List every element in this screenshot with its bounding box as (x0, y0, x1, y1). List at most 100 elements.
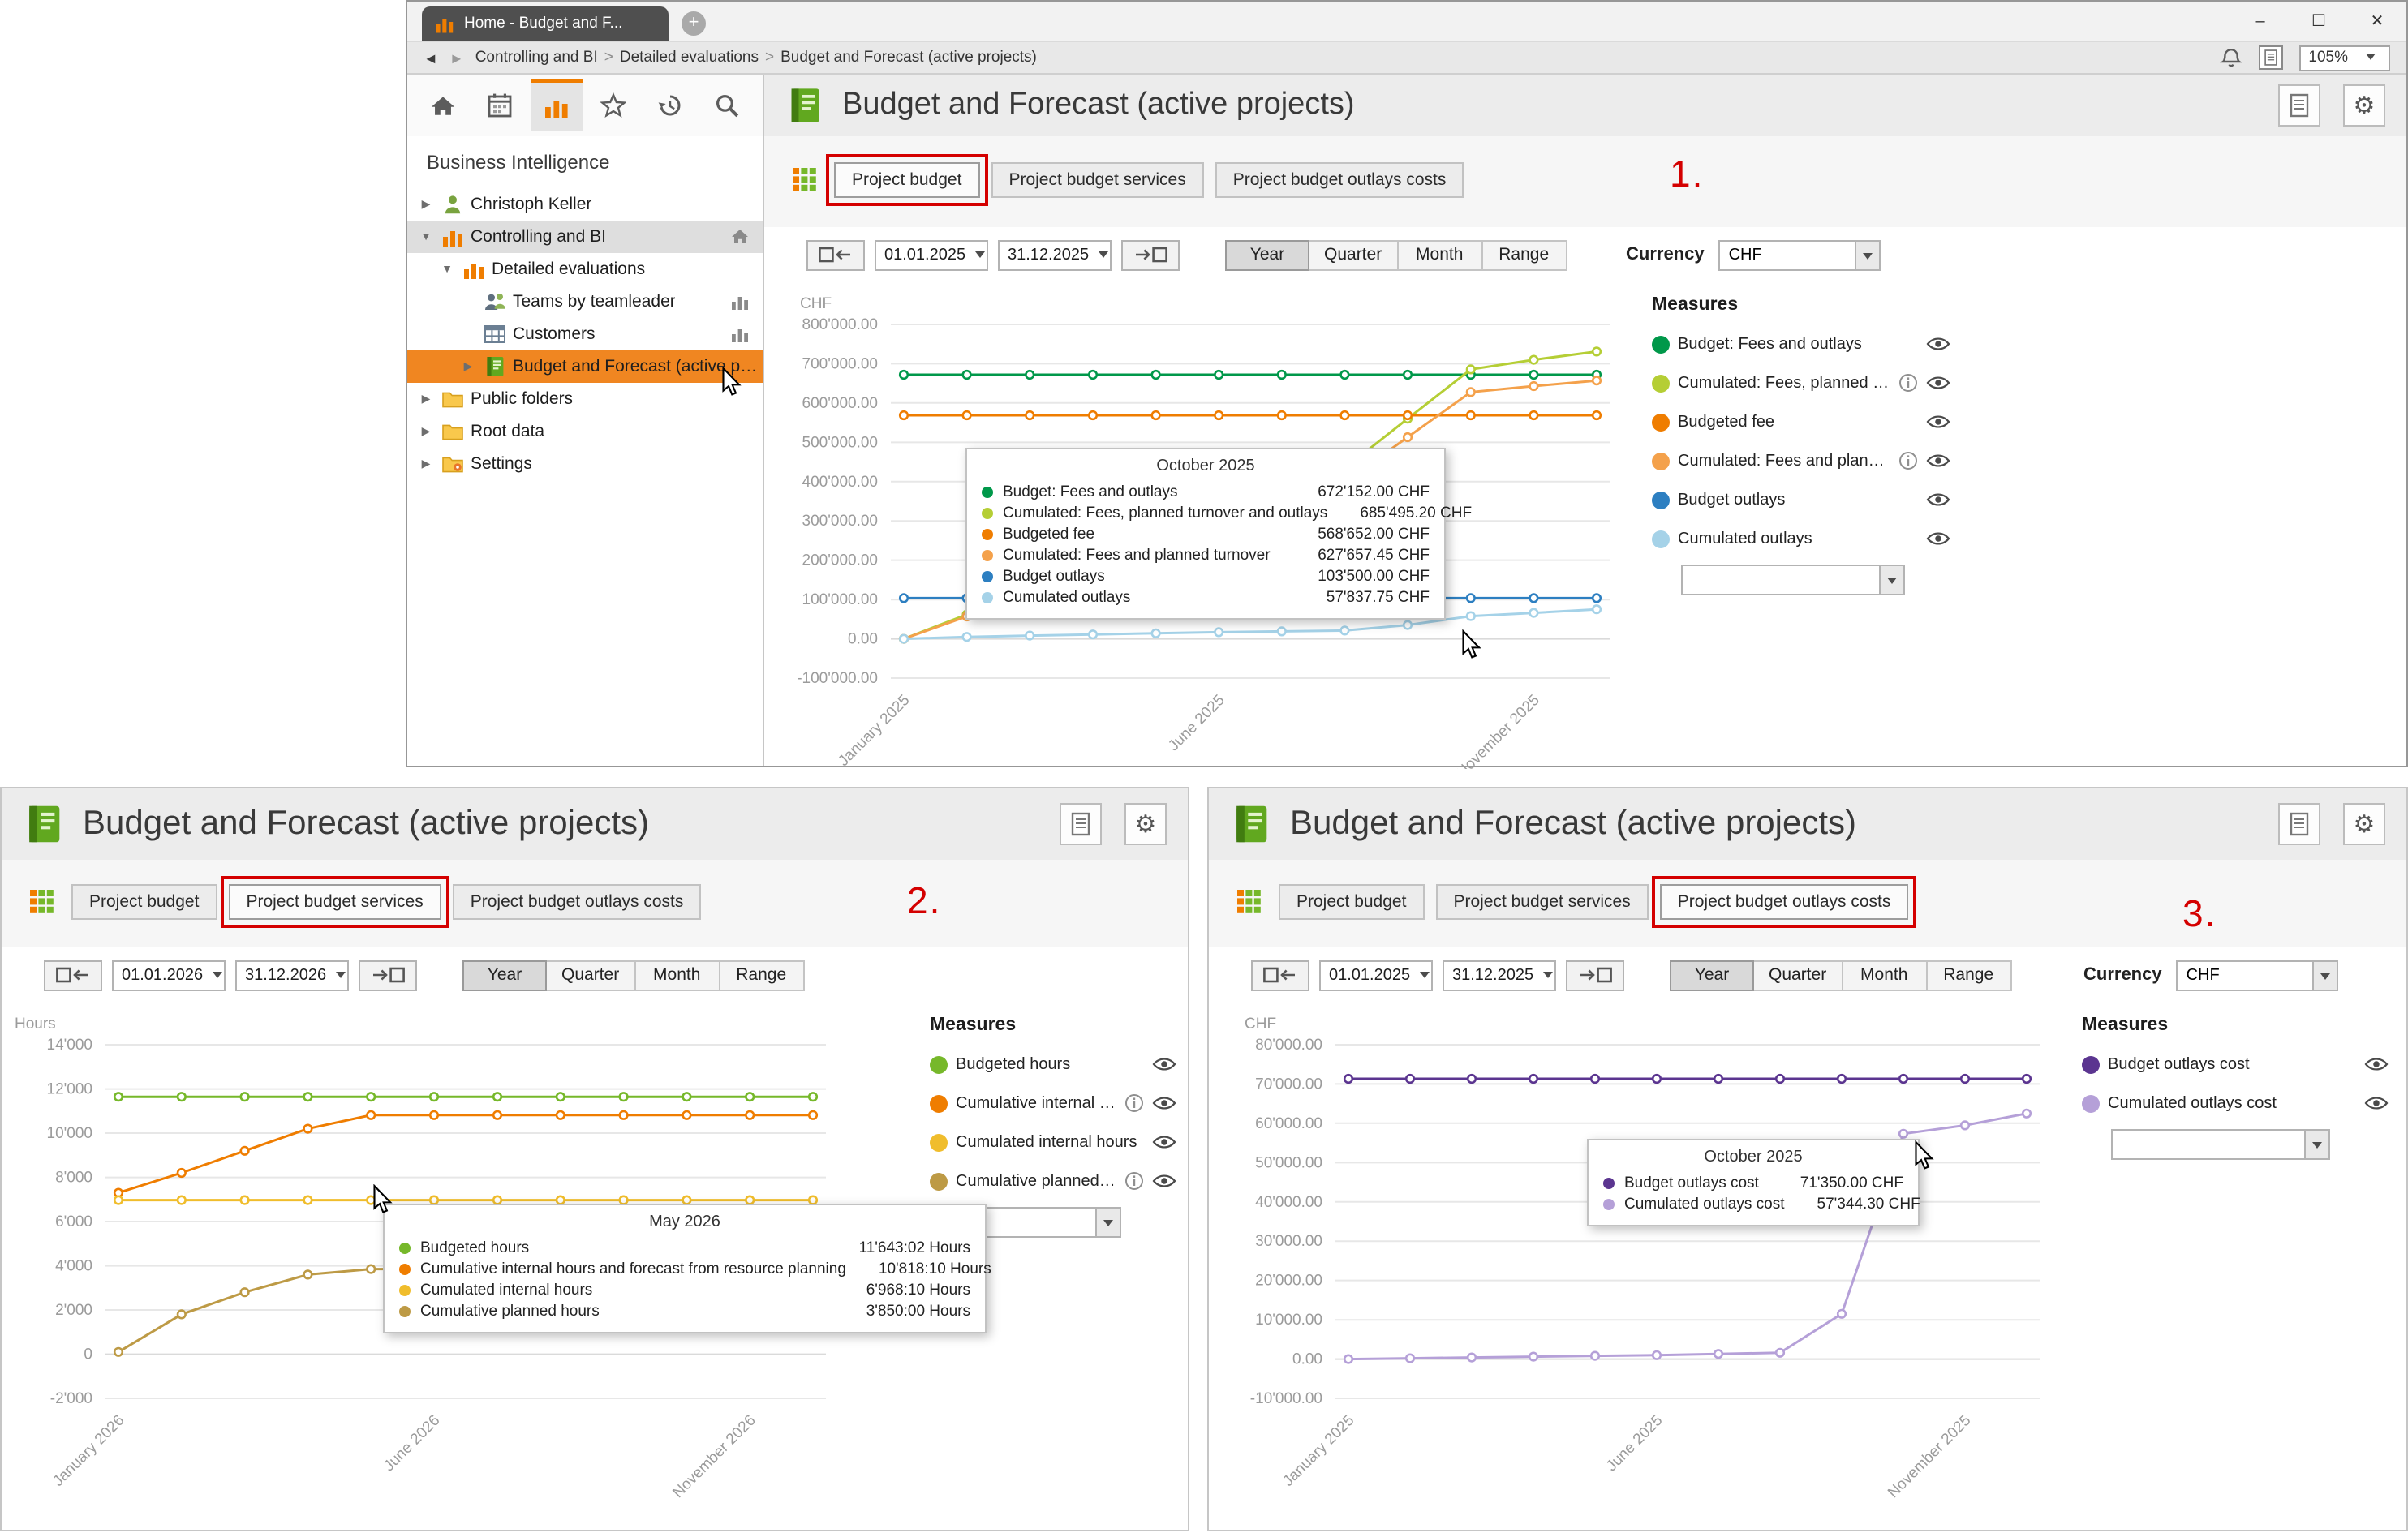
visibility-eye-icon[interactable] (1926, 375, 1950, 391)
visibility-eye-icon[interactable] (1926, 530, 1950, 547)
panel-toggle-button[interactable] (2258, 45, 2283, 70)
next-period-button[interactable] (1121, 239, 1180, 270)
maximize-button[interactable]: ☐ (2311, 12, 2326, 30)
previous-period-button[interactable] (806, 239, 865, 270)
currency-select[interactable]: CHF (2176, 960, 2339, 990)
tab-project-budget-services[interactable]: Project budget services (228, 884, 441, 920)
granularity-quarter-button[interactable]: Quarter (1309, 239, 1399, 270)
back-button[interactable]: ◄ (424, 49, 438, 66)
report-document-button[interactable] (2278, 84, 2320, 127)
granularity-year-button[interactable]: Year (1225, 239, 1309, 270)
tab-project-budget[interactable]: Project budget (1279, 884, 1425, 920)
granularity-year-button[interactable]: Year (1670, 960, 1754, 990)
add-measure-select[interactable] (1681, 565, 1905, 595)
toolbar-search-button[interactable] (701, 79, 753, 131)
date-to-field[interactable]: 31.12.2026 (235, 960, 349, 990)
visibility-eye-icon[interactable] (2364, 1095, 2389, 1111)
toolbar-chart-button[interactable] (531, 79, 583, 131)
expander-collapsed-icon[interactable]: ▶ (463, 362, 473, 373)
minimize-button[interactable]: – (2255, 12, 2265, 30)
expander-collapsed-icon[interactable]: ▶ (421, 427, 431, 438)
toolbar-home-button[interactable] (417, 79, 469, 131)
measure-grid-icon[interactable] (792, 167, 818, 193)
visibility-eye-icon[interactable] (1152, 1056, 1176, 1072)
visibility-eye-icon[interactable] (1152, 1134, 1176, 1150)
settings-gear-button[interactable]: ⚙ (1124, 803, 1167, 845)
app-tab[interactable]: Home - Budget and F... (422, 6, 669, 41)
visibility-eye-icon[interactable] (1152, 1173, 1176, 1189)
add-measure-select[interactable] (2111, 1129, 2330, 1160)
visibility-eye-icon[interactable] (1926, 453, 1950, 469)
granularity-month-button[interactable]: Month (1843, 960, 1928, 990)
currency-select[interactable]: CHF (1718, 239, 1881, 270)
tab-project-budget-outlays-costs[interactable]: Project budget outlays costs (1659, 884, 1909, 920)
visibility-eye-icon[interactable] (2364, 1056, 2389, 1072)
expander-collapsed-icon[interactable]: ▶ (421, 394, 431, 406)
date-to-field[interactable]: 31.12.2025 (1443, 960, 1556, 990)
svg-text:January 2026: January 2026 (49, 1412, 127, 1490)
tree-item-customers[interactable]: Customers (407, 318, 763, 350)
date-from-field[interactable]: 01.01.2025 (875, 239, 988, 270)
previous-period-button[interactable] (1251, 960, 1309, 990)
toolbar-history-button[interactable] (644, 79, 696, 131)
tab-project-budget-services[interactable]: Project budget services (991, 162, 1204, 198)
tree-item-detailed-evaluations[interactable]: ▼ Detailed evaluations (407, 253, 763, 286)
tree-item-budget-and-forecast-active-projects[interactable]: ▶ Budget and Forecast (active projects) (407, 350, 763, 383)
granularity-year-button[interactable]: Year (462, 960, 547, 990)
tree-item-root-data[interactable]: ▶ Root data (407, 415, 763, 448)
expander-collapsed-icon[interactable]: ▶ (421, 200, 431, 211)
visibility-eye-icon[interactable] (1152, 1095, 1176, 1111)
tab-project-budget[interactable]: Project budget (71, 884, 217, 920)
granularity-range-button[interactable]: Range (720, 960, 805, 990)
info-icon[interactable] (1124, 1171, 1144, 1191)
info-icon[interactable] (1898, 451, 1918, 470)
tree-item-teams-by-teamleader[interactable]: Teams by teamleader (407, 286, 763, 318)
close-button[interactable]: ✕ (2370, 12, 2384, 30)
expander-expanded-icon[interactable]: ▼ (441, 264, 453, 275)
toolbar-calendar-button[interactable] (474, 79, 526, 131)
breadcrumb-item-budget-and-forecast-active-projects[interactable]: Budget and Forecast (active projects) (780, 49, 1037, 67)
info-icon[interactable] (1124, 1093, 1144, 1113)
tree-item-public-folders[interactable]: ▶ Public folders (407, 383, 763, 415)
notifications-bell-icon[interactable] (2219, 46, 2242, 69)
visibility-eye-icon[interactable] (1926, 414, 1950, 430)
settings-gear-button[interactable]: ⚙ (2343, 84, 2385, 127)
tree-item-christoph-keller[interactable]: ▶ Christoph Keller (407, 188, 763, 221)
granularity-month-button[interactable]: Month (635, 960, 720, 990)
measure-grid-icon[interactable] (1236, 889, 1262, 915)
breadcrumb-item-controlling-and-bi[interactable]: Controlling and BI (475, 49, 598, 67)
tree-item-controlling-and-bi[interactable]: ▼ Controlling and BI (407, 221, 763, 253)
tab-project-budget-outlays-costs[interactable]: Project budget outlays costs (452, 884, 702, 920)
forward-button[interactable]: ► (449, 49, 464, 66)
granularity-buttons: Year Quarter Month Range (462, 960, 805, 990)
toolbar-star-button[interactable] (587, 79, 639, 131)
date-from-field[interactable]: 01.01.2025 (1319, 960, 1433, 990)
expander-collapsed-icon[interactable]: ▶ (421, 459, 431, 470)
tree-item-settings[interactable]: ▶ Settings (407, 448, 763, 480)
budget-forecast-outlays-chart[interactable]: 80'000.00 70'000.00 60'000.00 50'000.00 40'0… (1209, 1003, 2062, 1533)
expander-expanded-icon[interactable]: ▼ (420, 231, 432, 243)
settings-gear-button[interactable]: ⚙ (2343, 803, 2385, 845)
date-from-field[interactable]: 01.01.2026 (112, 960, 226, 990)
visibility-eye-icon[interactable] (1926, 492, 1950, 508)
granularity-quarter-button[interactable]: Quarter (547, 960, 636, 990)
report-document-button[interactable] (2278, 803, 2320, 845)
next-period-button[interactable] (1566, 960, 1624, 990)
visibility-eye-icon[interactable] (1926, 336, 1950, 352)
date-to-field[interactable]: 31.12.2025 (998, 239, 1112, 270)
zoom-select[interactable]: 105% (2298, 45, 2390, 71)
next-period-button[interactable] (359, 960, 417, 990)
report-document-button[interactable] (1060, 803, 1102, 845)
granularity-range-button[interactable]: Range (1482, 239, 1567, 270)
new-tab-button[interactable]: + (682, 11, 706, 36)
tab-project-budget[interactable]: Project budget (834, 162, 980, 198)
granularity-quarter-button[interactable]: Quarter (1754, 960, 1843, 990)
tab-project-budget-services[interactable]: Project budget services (1435, 884, 1649, 920)
previous-period-button[interactable] (44, 960, 102, 990)
info-icon[interactable] (1898, 373, 1918, 393)
granularity-month-button[interactable]: Month (1398, 239, 1483, 270)
granularity-range-button[interactable]: Range (1927, 960, 2012, 990)
breadcrumb-item-detailed-evaluations[interactable]: Detailed evaluations (619, 49, 759, 67)
tab-project-budget-outlays-costs[interactable]: Project budget outlays costs (1215, 162, 1464, 198)
measure-grid-icon[interactable] (29, 889, 55, 915)
